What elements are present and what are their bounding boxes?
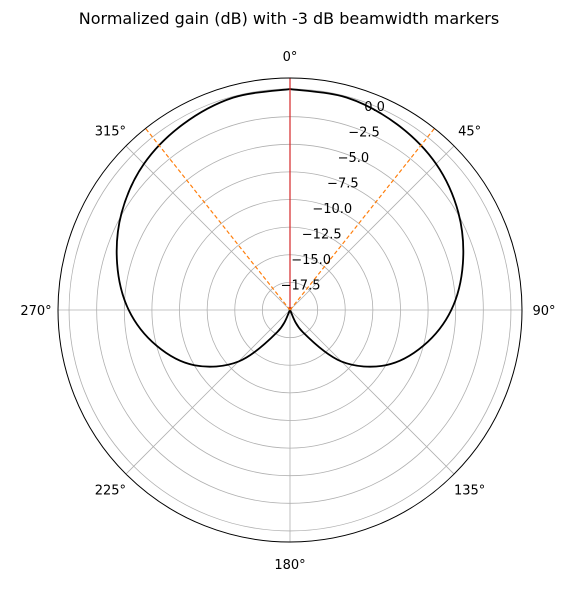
radial-tick-label: 0.0 (364, 100, 385, 115)
angular-gridline (125, 145, 291, 311)
polar-frame (57, 77, 523, 543)
polar-frame-circle (57, 77, 523, 543)
marker-layer (145, 78, 435, 311)
angle-tick-label: 0° (283, 50, 298, 65)
radial-tick-label: −15.0 (291, 253, 331, 268)
angular-gridline (125, 309, 291, 475)
angular-gridline (289, 309, 455, 475)
radial-tick-label: −7.5 (327, 176, 359, 191)
angle-tick-label: 315° (95, 124, 126, 139)
angle-tick-label: 180° (274, 558, 305, 573)
radial-tick-label: −5.0 (338, 151, 370, 166)
radial-tick-label: −2.5 (348, 125, 380, 140)
angle-tick-label: 90° (532, 304, 555, 319)
angle-tick-label: 45° (458, 124, 481, 139)
chart-title: Normalized gain (dB) with -3 dB beamwidt… (79, 9, 499, 28)
radial-tick-label: −17.5 (281, 278, 321, 293)
angle-tick-label: 225° (95, 484, 126, 499)
radial-tick-label: −10.0 (312, 202, 352, 217)
angle-tick-label: 270° (20, 304, 51, 319)
angular-gridline (289, 145, 455, 311)
label-layer: 0° 45° 90° 135° 180° 225° 270° 315° −17.5 −15.0 −1… (20, 50, 555, 573)
beamwidth-marker-line (145, 128, 291, 311)
radial-tick-label: −12.5 (302, 227, 342, 242)
angle-tick-label: 135° (454, 484, 485, 499)
